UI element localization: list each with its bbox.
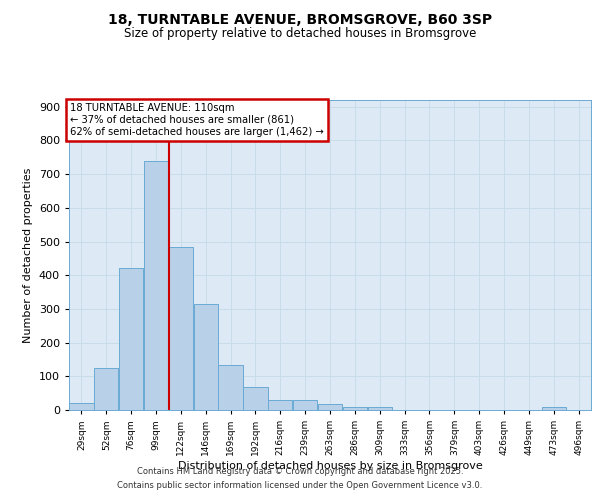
Bar xyxy=(169,246,193,410)
Bar xyxy=(119,268,143,410)
Bar xyxy=(293,400,317,410)
Text: 18 TURNTABLE AVENUE: 110sqm
← 37% of detached houses are smaller (861)
62% of se: 18 TURNTABLE AVENUE: 110sqm ← 37% of det… xyxy=(70,104,324,136)
Text: Size of property relative to detached houses in Bromsgrove: Size of property relative to detached ho… xyxy=(124,28,476,40)
Text: Contains HM Land Registry data © Crown copyright and database right 2025.: Contains HM Land Registry data © Crown c… xyxy=(137,467,463,476)
Bar xyxy=(194,304,218,410)
Bar xyxy=(343,406,367,410)
Bar xyxy=(268,400,292,410)
Bar xyxy=(144,160,168,410)
Bar xyxy=(368,408,392,410)
X-axis label: Distribution of detached houses by size in Bromsgrove: Distribution of detached houses by size … xyxy=(178,461,482,471)
Y-axis label: Number of detached properties: Number of detached properties xyxy=(23,168,33,342)
Text: Contains public sector information licensed under the Open Government Licence v3: Contains public sector information licen… xyxy=(118,481,482,490)
Bar xyxy=(542,406,566,410)
Bar xyxy=(94,368,118,410)
Text: 18, TURNTABLE AVENUE, BROMSGROVE, B60 3SP: 18, TURNTABLE AVENUE, BROMSGROVE, B60 3S… xyxy=(108,12,492,26)
Bar xyxy=(69,404,94,410)
Bar xyxy=(218,364,243,410)
Bar xyxy=(318,404,342,410)
Bar xyxy=(243,387,268,410)
